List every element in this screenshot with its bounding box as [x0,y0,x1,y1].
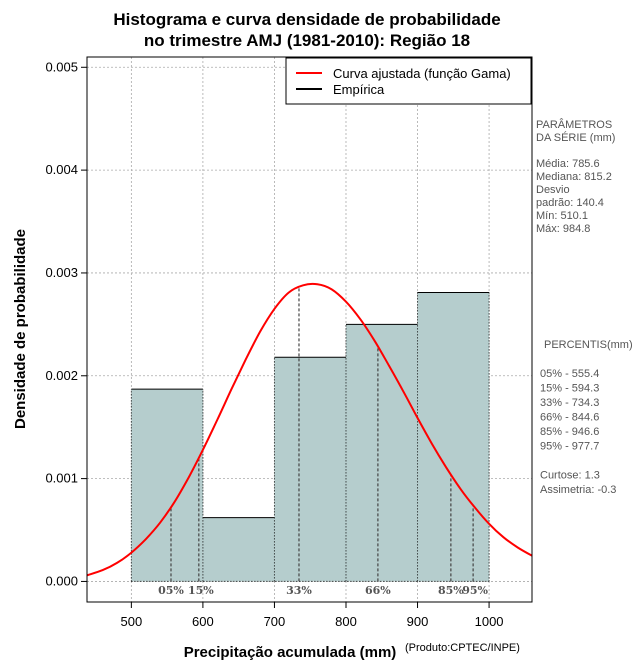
param-line-1: DA SÉRIE (mm) [536,131,615,144]
param-line-3: Média: 785.6 [536,158,600,170]
percentile-label-85%: 85% [438,584,464,597]
percentile-label-15%: 15% [188,584,214,597]
x-tick-label-3: 800 [335,614,357,629]
legend: Curva ajustada (função Gama) Empírica [285,57,532,105]
legend-label-curve: Curva ajustada (função Gama) [333,66,511,81]
percentil-line-6: 85% - 946.6 [540,426,599,438]
param-line-8: Máx: 984.8 [536,223,590,235]
x-tick-label-1: 600 [192,614,214,629]
legend-label-empirical: Empírica [333,82,385,97]
gamma-curve [87,282,532,577]
param-line-5: Desvio [536,184,570,196]
plot-frame [86,56,533,603]
percentil-line-2: 05% - 555.4 [540,368,599,380]
y-tick-label-2: 0.002 [45,368,78,383]
y-axis-title: Densidade de probabilidade [12,229,29,429]
percentile-label-33%: 33% [286,584,312,597]
histogram-bar-4 [417,292,490,582]
percentile-lines [170,287,474,582]
x-tick-label-0: 500 [121,614,143,629]
histogram-bar-0 [131,389,203,582]
histogram-bar-3 [345,324,418,582]
chart-title-line2: no trimestre AMJ (1981-2010): Região 18 [144,31,470,50]
y-tick-label-3: 0.003 [45,265,78,280]
histogram-bars [130,291,490,582]
param-line-6: padrão: 140.4 [536,197,604,209]
x-axis: 500 600 700 800 900 1000 [121,602,504,629]
series-parameters-panel: PARÂMETROS DA SÉRIE (mm) Média: 785.6Medi… [536,118,615,235]
percentil-line-4: 33% - 734.3 [540,397,599,409]
param-line-4: Mediana: 815.2 [536,171,612,183]
gamma-curve-group [87,282,532,577]
y-tick-label-1: 0.001 [45,471,78,486]
legend-box [285,57,532,105]
percentil-line-3: 15% - 594.3 [540,383,599,395]
histogram-bar-2 [274,357,346,582]
y-axis: 0.000 0.001 0.002 0.003 0.004 0.005 [45,59,87,588]
percentil-line-9: Curtose: 1.3 [540,470,600,482]
percentile-labels: 05% 15% 33% 66% 85%95% [158,584,488,597]
y-tick-label-0: 0.000 [45,573,78,588]
percentile-label-05%: 05% [158,584,184,597]
percentiles-panel: PERCENTIS(mm) 05% - 555.4 15% - 594.3 33% -… [540,339,633,496]
chart-title-line1: Histograma e curva densidade de probabil… [113,10,500,29]
x-axis-title: Precipitação acumulada (mm) [184,644,397,660]
percentile-label-95%: 95% [462,584,488,597]
param-line-7: Mín: 510.1 [536,210,588,222]
y-tick-label-5: 0.005 [45,59,78,74]
percentil-line-7: 95% - 977.7 [540,441,599,453]
percentil-line-0: PERCENTIS(mm) [544,339,633,351]
credit-text: (Produto:CPTEC/INPE) [405,642,520,654]
percentile-label-66%: 66% [365,584,391,597]
y-tick-label-4: 0.004 [45,162,78,177]
histogram-bar-1 [202,517,275,582]
x-tick-label-2: 700 [264,614,286,629]
percentil-line-10: Assimetria: -0.3 [540,484,616,496]
percentil-line-5: 66% - 844.6 [540,412,599,424]
param-line-0: PARÂMETROS [536,118,612,131]
x-tick-label-4: 900 [407,614,429,629]
x-tick-label-5: 1000 [475,614,504,629]
